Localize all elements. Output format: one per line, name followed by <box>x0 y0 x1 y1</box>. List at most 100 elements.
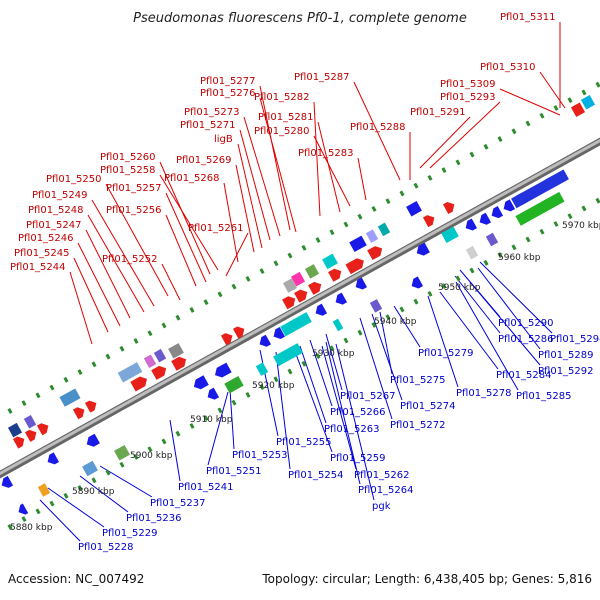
gc-dot <box>175 430 181 437</box>
gc-dot <box>259 384 265 391</box>
gc-dot <box>147 446 153 453</box>
gene-feature <box>441 226 459 243</box>
gene-feature <box>355 277 368 290</box>
gc-dot <box>147 330 153 337</box>
gene-feature <box>24 429 37 442</box>
gc-dot <box>7 523 13 530</box>
kbp-ticks: 5880 kbp 5890 kbp 5900 kbp 5910 kbp 5920 kbp… <box>10 221 600 533</box>
gc-dot <box>133 338 139 344</box>
gene-feature <box>72 407 85 420</box>
gene-label-top: Pfl01_5250 <box>46 174 102 185</box>
gc-dot <box>203 415 209 422</box>
gc-dot <box>455 275 461 282</box>
gene-feature <box>255 362 269 376</box>
gene-label-top: Pfl01_5277 <box>200 76 256 87</box>
gc-dot <box>511 128 517 135</box>
gene-feature <box>23 415 37 429</box>
gene-feature <box>294 289 308 303</box>
gene-feature <box>367 246 383 261</box>
gene-label-bottom: Pfl01_5286 <box>498 334 554 345</box>
gene-label-bottom: Pfl01_5236 <box>126 513 182 524</box>
gc-dot <box>315 237 321 243</box>
gc-dot <box>329 345 335 352</box>
gene-label-top: Pfl01_5309 <box>440 79 496 90</box>
gc-dot <box>371 206 377 212</box>
gc-dot <box>525 236 531 243</box>
gc-dot <box>441 283 447 290</box>
gene-label-bottom: Pfl01_5267 <box>340 391 396 402</box>
gc-dot <box>35 508 41 515</box>
gene-feature <box>273 343 303 367</box>
gc-dot <box>567 213 573 220</box>
gene-feature <box>349 235 367 253</box>
gc-dot <box>105 469 111 476</box>
gene-feature <box>259 334 272 347</box>
gene-feature <box>465 245 479 260</box>
gene-features <box>1 94 596 515</box>
gene-feature <box>406 201 422 217</box>
gene-feature <box>18 503 29 515</box>
gene-label-bottom: Pfl01_5266 <box>330 407 386 418</box>
top-strand-labels: Pfl01_5311 Pfl01_5310 Pfl01_5309 Pfl01_5287… <box>10 12 556 273</box>
gc-dot <box>119 461 125 468</box>
tick-label: 5890 kbp <box>72 487 115 497</box>
gc-dot <box>259 268 265 275</box>
gene-label-top: Pfl01_5247 <box>26 220 82 231</box>
gc-dot <box>77 369 83 375</box>
gene-label-top: Pfl01_5282 <box>254 92 310 103</box>
gene-feature <box>130 376 147 392</box>
gene-label-bottom: Pfl01_5285 <box>516 391 572 402</box>
gene-label-top: Pfl01_5276 <box>200 88 256 99</box>
gene-feature <box>304 264 320 279</box>
gc-dot <box>133 454 139 460</box>
gene-label-top: Pfl01_5244 <box>10 262 66 273</box>
gc-dot <box>7 407 13 414</box>
gene-feature <box>207 387 220 400</box>
gc-dot <box>511 244 517 251</box>
gene-feature <box>193 375 209 390</box>
tick-label: 5920 kbp <box>252 381 295 391</box>
gc-dot <box>91 361 97 368</box>
gene-label-top: Pfl01_5311 <box>500 12 556 23</box>
gc-dot <box>539 112 545 119</box>
gc-dot <box>581 89 587 96</box>
gene-label-bottom: Pfl01_5228 <box>78 542 134 553</box>
gc-dot <box>399 190 405 197</box>
gene-feature <box>515 191 565 226</box>
gene-feature <box>153 348 167 363</box>
gene-feature <box>322 253 338 270</box>
gene-label-top: Pfl01_5273 <box>184 107 240 118</box>
gene-label-bottom: Pfl01_5290 <box>498 318 554 329</box>
gene-feature <box>332 318 344 332</box>
tick-label: 5930 kbp <box>312 349 355 359</box>
gc-dot <box>231 283 237 290</box>
gene-feature <box>37 483 51 497</box>
gc-dot <box>581 205 587 212</box>
gene-feature <box>345 258 364 275</box>
gc-dot <box>553 105 559 111</box>
gene-label-top: Pfl01_5288 <box>350 122 406 133</box>
gc-dot <box>231 399 237 406</box>
gene-feature <box>220 333 233 346</box>
gc-dot <box>189 307 195 313</box>
genome-summary-text: Topology: circular; Length: 6,438,405 bp… <box>262 572 592 586</box>
gene-label-bottom: Pfl01_5253 <box>232 450 288 461</box>
gc-dot <box>203 299 209 306</box>
gc-dot <box>343 337 349 344</box>
tick-label: 5910 kbp <box>190 415 233 425</box>
tick-label: 5970 kbp <box>562 221 600 231</box>
gene-label-bottom: Pfl01_5278 <box>456 388 512 399</box>
gc-dot <box>497 252 503 258</box>
gene-label-top: Pfl01_5249 <box>32 190 88 201</box>
gc-dot <box>287 368 293 375</box>
gene-feature <box>36 423 49 436</box>
tick-label: 5950 kbp <box>438 283 481 293</box>
gene-label-top: Pfl01_5261 <box>188 223 244 234</box>
gene-label-top: Pfl01_5248 <box>28 205 84 216</box>
gc-dot <box>49 500 55 507</box>
tick-label: 5900 kbp <box>130 451 173 461</box>
tick-label: 5940 kbp <box>374 317 417 327</box>
gc-dot <box>595 197 600 204</box>
gene-feature <box>485 232 499 247</box>
